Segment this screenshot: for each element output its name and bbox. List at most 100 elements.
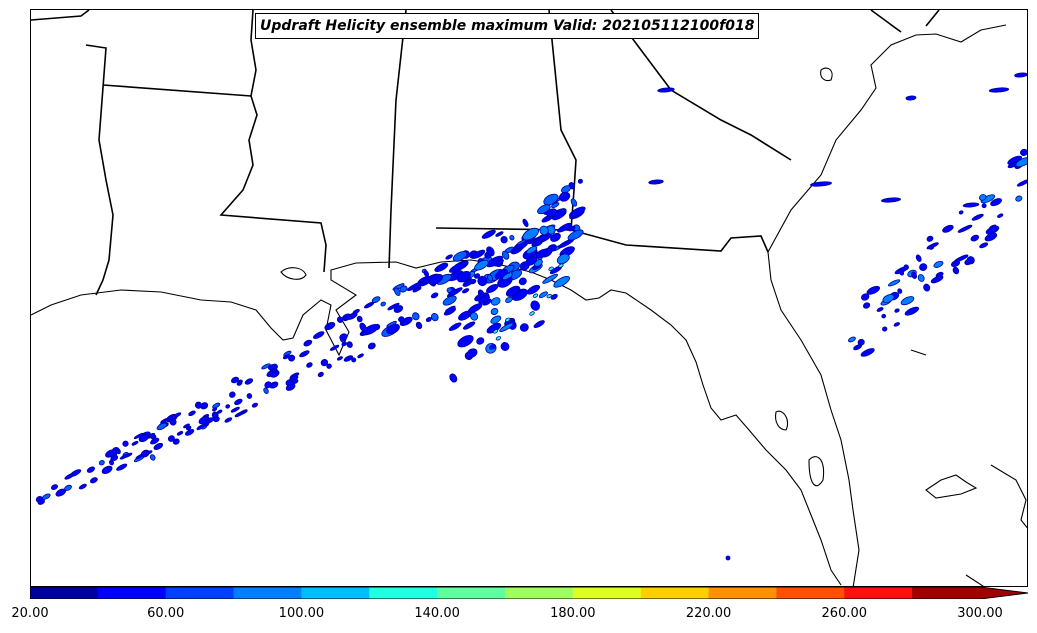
uh-cell bbox=[261, 363, 271, 370]
map-canvas bbox=[31, 10, 1027, 586]
uh-cell bbox=[299, 350, 310, 358]
uh-cell bbox=[231, 376, 239, 384]
uh-cell bbox=[978, 194, 987, 201]
uh-cell bbox=[184, 429, 195, 436]
colorbar-tick-label: 20.00 bbox=[11, 606, 49, 621]
uh-cell bbox=[169, 418, 177, 426]
uh-cell bbox=[138, 433, 150, 443]
uh-cell bbox=[915, 254, 922, 262]
uh-cell bbox=[398, 316, 405, 323]
uh-cell bbox=[542, 273, 558, 284]
uh-cell bbox=[150, 437, 160, 445]
uh-cell bbox=[457, 334, 474, 348]
uh-cell bbox=[386, 323, 400, 335]
uh-cell bbox=[153, 442, 164, 450]
uh-cell bbox=[172, 438, 180, 445]
uh-cell bbox=[488, 344, 497, 350]
uh-cell bbox=[952, 266, 960, 275]
uh-cell bbox=[430, 313, 439, 322]
colorbar-segment bbox=[233, 587, 302, 599]
uh-cell bbox=[492, 329, 499, 334]
uh-cell bbox=[984, 232, 998, 242]
uh-cell bbox=[567, 229, 584, 241]
uh-cell bbox=[236, 380, 243, 386]
uh-cell bbox=[861, 293, 870, 301]
uh-cell bbox=[810, 181, 832, 187]
uh-cell bbox=[312, 331, 325, 339]
uh-cell bbox=[519, 323, 529, 332]
colorbar-segment bbox=[97, 587, 167, 599]
uh-cell bbox=[434, 262, 449, 273]
uh-cell bbox=[430, 292, 439, 299]
uh-cell bbox=[351, 357, 357, 363]
uh-cell bbox=[487, 274, 493, 282]
colorbar-tick-label: 300.00 bbox=[957, 606, 1003, 621]
uh-cell bbox=[501, 250, 510, 260]
uh-cell bbox=[467, 303, 483, 314]
colorbar-segment bbox=[369, 587, 438, 599]
uh-cell bbox=[326, 363, 332, 369]
uh-cell bbox=[550, 232, 561, 242]
uh-cell bbox=[115, 448, 121, 455]
uh-cell bbox=[387, 302, 400, 311]
uh-cell bbox=[267, 364, 275, 370]
uh-cell bbox=[251, 402, 258, 408]
uh-cell bbox=[292, 378, 299, 384]
uh-cell bbox=[511, 247, 523, 255]
uh-cell bbox=[509, 234, 515, 241]
colorbar-segment bbox=[30, 587, 99, 599]
uh-cell bbox=[532, 293, 539, 298]
uh-cell bbox=[329, 344, 340, 351]
uh-cell bbox=[445, 305, 456, 313]
uh-cell bbox=[116, 463, 128, 471]
uh-cell bbox=[131, 440, 139, 446]
map-panel bbox=[30, 9, 1028, 587]
uh-cell bbox=[942, 224, 954, 233]
uh-cell bbox=[505, 317, 511, 323]
uh-cell bbox=[336, 316, 344, 323]
colorbar-segment bbox=[844, 587, 913, 599]
colorbar-tick-label: 140.00 bbox=[414, 606, 460, 621]
uh-cell bbox=[958, 210, 964, 215]
uh-cell bbox=[881, 197, 901, 203]
uh-cell bbox=[876, 307, 884, 312]
colorbar bbox=[30, 587, 1028, 599]
uh-cell bbox=[558, 263, 564, 268]
uh-cell bbox=[526, 284, 541, 295]
uh-cell bbox=[505, 285, 521, 297]
uh-cell bbox=[887, 279, 901, 287]
uh-cell bbox=[553, 275, 571, 288]
uh-cell bbox=[526, 245, 538, 255]
uh-cell bbox=[380, 301, 386, 307]
uh-cell bbox=[486, 246, 495, 257]
uh-cell bbox=[244, 378, 254, 385]
uh-cell bbox=[442, 295, 457, 306]
uh-cell bbox=[893, 322, 900, 327]
uh-cell bbox=[881, 313, 887, 319]
uh-cell bbox=[570, 198, 578, 207]
uh-cell bbox=[229, 391, 236, 398]
uh-cell bbox=[149, 454, 156, 461]
colorbar-segment bbox=[912, 587, 981, 599]
uh-cell bbox=[966, 256, 975, 265]
uh-cell bbox=[364, 301, 375, 309]
uh-cell bbox=[89, 477, 98, 484]
uh-cell bbox=[990, 198, 1002, 207]
colorbar-tick-label: 260.00 bbox=[821, 606, 868, 621]
uh-cell bbox=[188, 410, 196, 417]
uh-cell bbox=[37, 498, 45, 505]
uh-cell bbox=[490, 307, 499, 316]
coastlines bbox=[31, 24, 1027, 586]
uh-cell bbox=[170, 412, 182, 420]
uh-cell bbox=[212, 407, 218, 412]
uh-cell bbox=[561, 185, 571, 194]
uh-cell bbox=[194, 401, 203, 409]
colorbar-segment bbox=[301, 587, 370, 599]
uh-cell bbox=[502, 272, 513, 281]
uh-cell bbox=[230, 406, 240, 413]
uh-cell bbox=[101, 465, 113, 475]
uh-cell bbox=[306, 362, 313, 368]
uh-cell bbox=[145, 450, 153, 455]
uh-cell bbox=[904, 306, 920, 316]
uh-cell bbox=[505, 296, 513, 303]
